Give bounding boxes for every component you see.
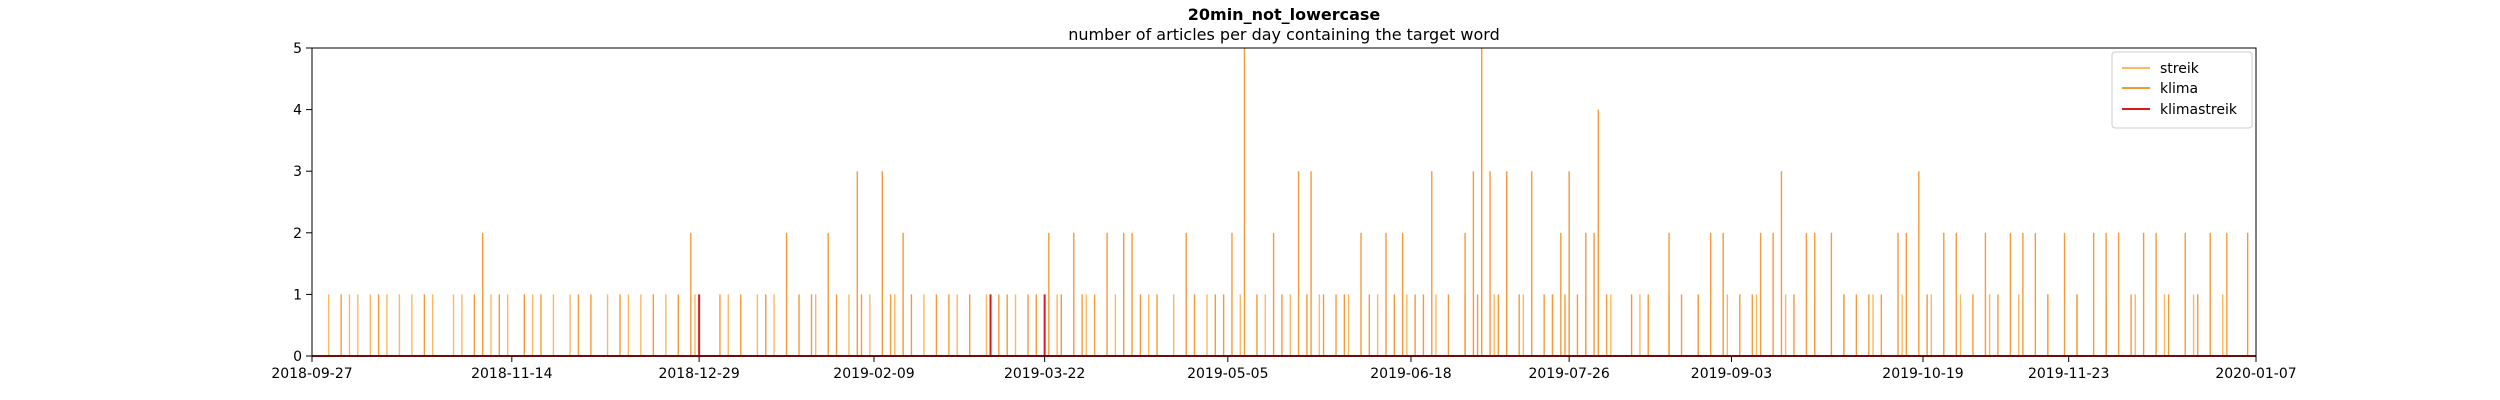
series-klimastreik bbox=[312, 294, 2256, 357]
y-axis: 0 1 2 3 4 5 bbox=[293, 41, 312, 365]
legend-label-klima: klima bbox=[2160, 81, 2198, 97]
legend-label-streik: streik bbox=[2160, 61, 2200, 77]
x-tick-label-1: 2018-11-14 bbox=[471, 366, 552, 382]
plot-frame bbox=[311, 47, 2257, 357]
x-tick-label-4: 2019-03-22 bbox=[1004, 366, 1085, 382]
x-tick-label-9: 2019-10-19 bbox=[1882, 366, 1963, 382]
x-tick-label-7: 2019-07-26 bbox=[1528, 366, 1609, 382]
x-tick-label-0: 2018-09-27 bbox=[271, 366, 352, 382]
x-tick-label-6: 2019-06-18 bbox=[1370, 366, 1451, 382]
legend: streik klima klimastreik bbox=[2111, 51, 2253, 129]
x-tick-label-8: 2019-09-03 bbox=[1691, 366, 1772, 382]
y-tick-label-3: 3 bbox=[293, 164, 302, 180]
x-tick-label-5: 2019-05-05 bbox=[1187, 366, 1268, 382]
y-tick-label-1: 1 bbox=[293, 287, 302, 303]
x-tick-label-10: 2019-11-23 bbox=[2028, 366, 2109, 382]
x-axis: 2018-09-27 2018-11-14 2018-12-29 2019-02-09… bbox=[271, 356, 2297, 382]
y-tick-label-2: 2 bbox=[293, 226, 302, 242]
y-tick-label-0: 0 bbox=[293, 349, 302, 365]
chart-subtitle: number of articles per day containing th… bbox=[1068, 25, 1499, 44]
y-tick-label-4: 4 bbox=[293, 103, 302, 119]
legend-label-klimastreik: klimastreik bbox=[2160, 102, 2238, 118]
x-tick-label-2: 2018-12-29 bbox=[658, 366, 739, 382]
plot-area bbox=[311, 47, 2257, 357]
series-klima bbox=[312, 48, 2256, 357]
y-tick-label-5: 5 bbox=[293, 41, 302, 57]
x-tick-label-11: 2020-01-07 bbox=[2215, 366, 2296, 382]
series-streik bbox=[312, 294, 2256, 357]
chart-title: 20min_not_lowercase bbox=[1188, 5, 1381, 24]
x-tick-label-3: 2019-02-09 bbox=[833, 366, 914, 382]
